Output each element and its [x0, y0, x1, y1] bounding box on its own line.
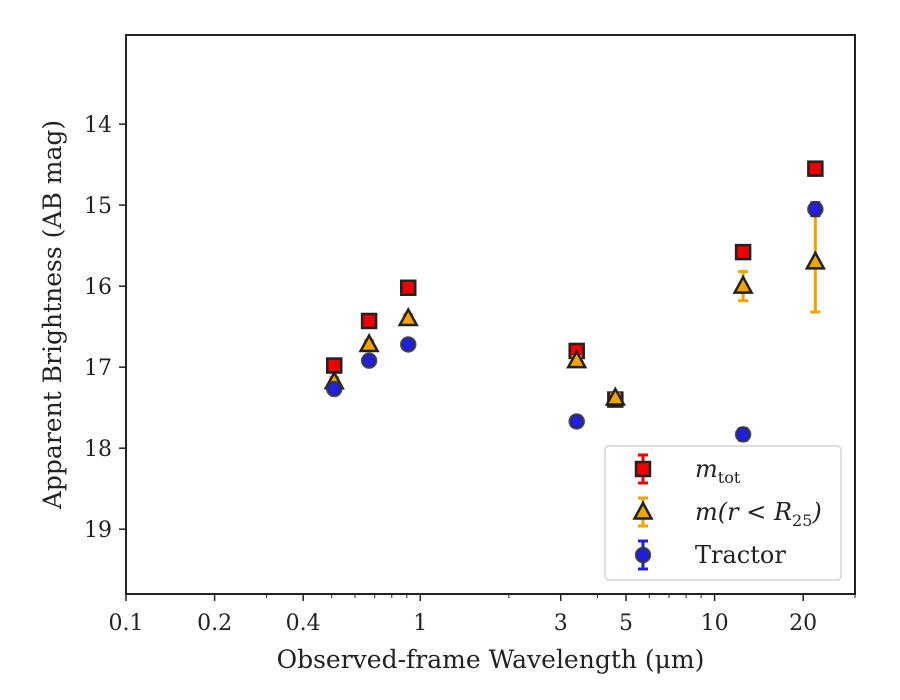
tick-labels: 0.1 0.2 0.4 1 3 5 10 20 14 15 16 17 18 19	[84, 113, 817, 636]
legend-label-subscript: tot	[718, 468, 741, 487]
data-point-triangle	[604, 386, 626, 406]
legend-label-main: Tractor	[695, 541, 786, 569]
legend: mtot m(r < R25) Tractor	[604, 445, 842, 581]
data-point-triangle	[732, 274, 754, 294]
data-point-square	[734, 243, 752, 261]
legend-label: mtot	[695, 455, 741, 487]
y-axis-label: Apparent Brightness (AB mag)	[38, 120, 67, 510]
x-tick-label: 10	[701, 611, 729, 636]
x-tick-label: 1	[413, 611, 427, 636]
x-tick-label: 20	[789, 611, 817, 636]
legend-entry: mtot	[634, 453, 741, 487]
y-tick-label: 15	[84, 194, 112, 219]
y-tick-label: 14	[84, 113, 112, 138]
legend-entry: Tractor	[634, 539, 786, 571]
data-point-circle	[360, 352, 378, 369]
legend-marker-circle	[634, 546, 652, 564]
data-point-square	[399, 279, 417, 297]
x-tick-label: 5	[619, 611, 633, 636]
data-point-triangle	[358, 332, 380, 353]
plot-frame	[125, 34, 856, 595]
series-circle	[325, 200, 824, 443]
x-tick-label: 3	[554, 611, 568, 636]
legend-label: m(r < R25)	[695, 498, 822, 530]
x-tick-label: 0.4	[286, 611, 321, 636]
x-axis-label: Observed-frame Wavelength (μm)	[277, 645, 705, 674]
y-tick-label: 16	[84, 275, 112, 300]
tick-marks	[119, 123, 856, 601]
x-tick-label: 0.1	[109, 611, 144, 636]
x-tick-label: 0.2	[197, 611, 232, 636]
data-point-triangle	[566, 349, 588, 369]
legend-marker-square	[634, 460, 652, 478]
data-point-circle	[325, 380, 343, 398]
legend-box	[604, 445, 842, 581]
data-point-triangle	[804, 250, 826, 270]
data-point-circle	[734, 426, 752, 443]
data-point-circle	[568, 413, 585, 430]
legend-entry: m(r < R25)	[632, 496, 822, 530]
data-point-circle	[399, 336, 417, 353]
legend-label-main: m	[695, 455, 718, 483]
legend-label-tail: )	[811, 498, 821, 526]
series-triangle	[323, 210, 826, 406]
data-point-circle	[807, 200, 824, 218]
y-tick-label: 18	[84, 437, 112, 462]
legend-label: Tractor	[695, 541, 786, 569]
legend-label-main: m(r < R	[695, 498, 792, 526]
legend-label-subscript: 25	[792, 511, 812, 530]
axes	[125, 34, 856, 595]
data-point-triangle	[397, 306, 419, 327]
legend-marker-triangle	[632, 500, 654, 520]
y-tick-label: 19	[84, 518, 112, 543]
data-point-square	[807, 160, 824, 177]
y-tick-label: 17	[84, 356, 112, 381]
data-points	[323, 160, 826, 443]
data-point-square	[360, 312, 378, 330]
